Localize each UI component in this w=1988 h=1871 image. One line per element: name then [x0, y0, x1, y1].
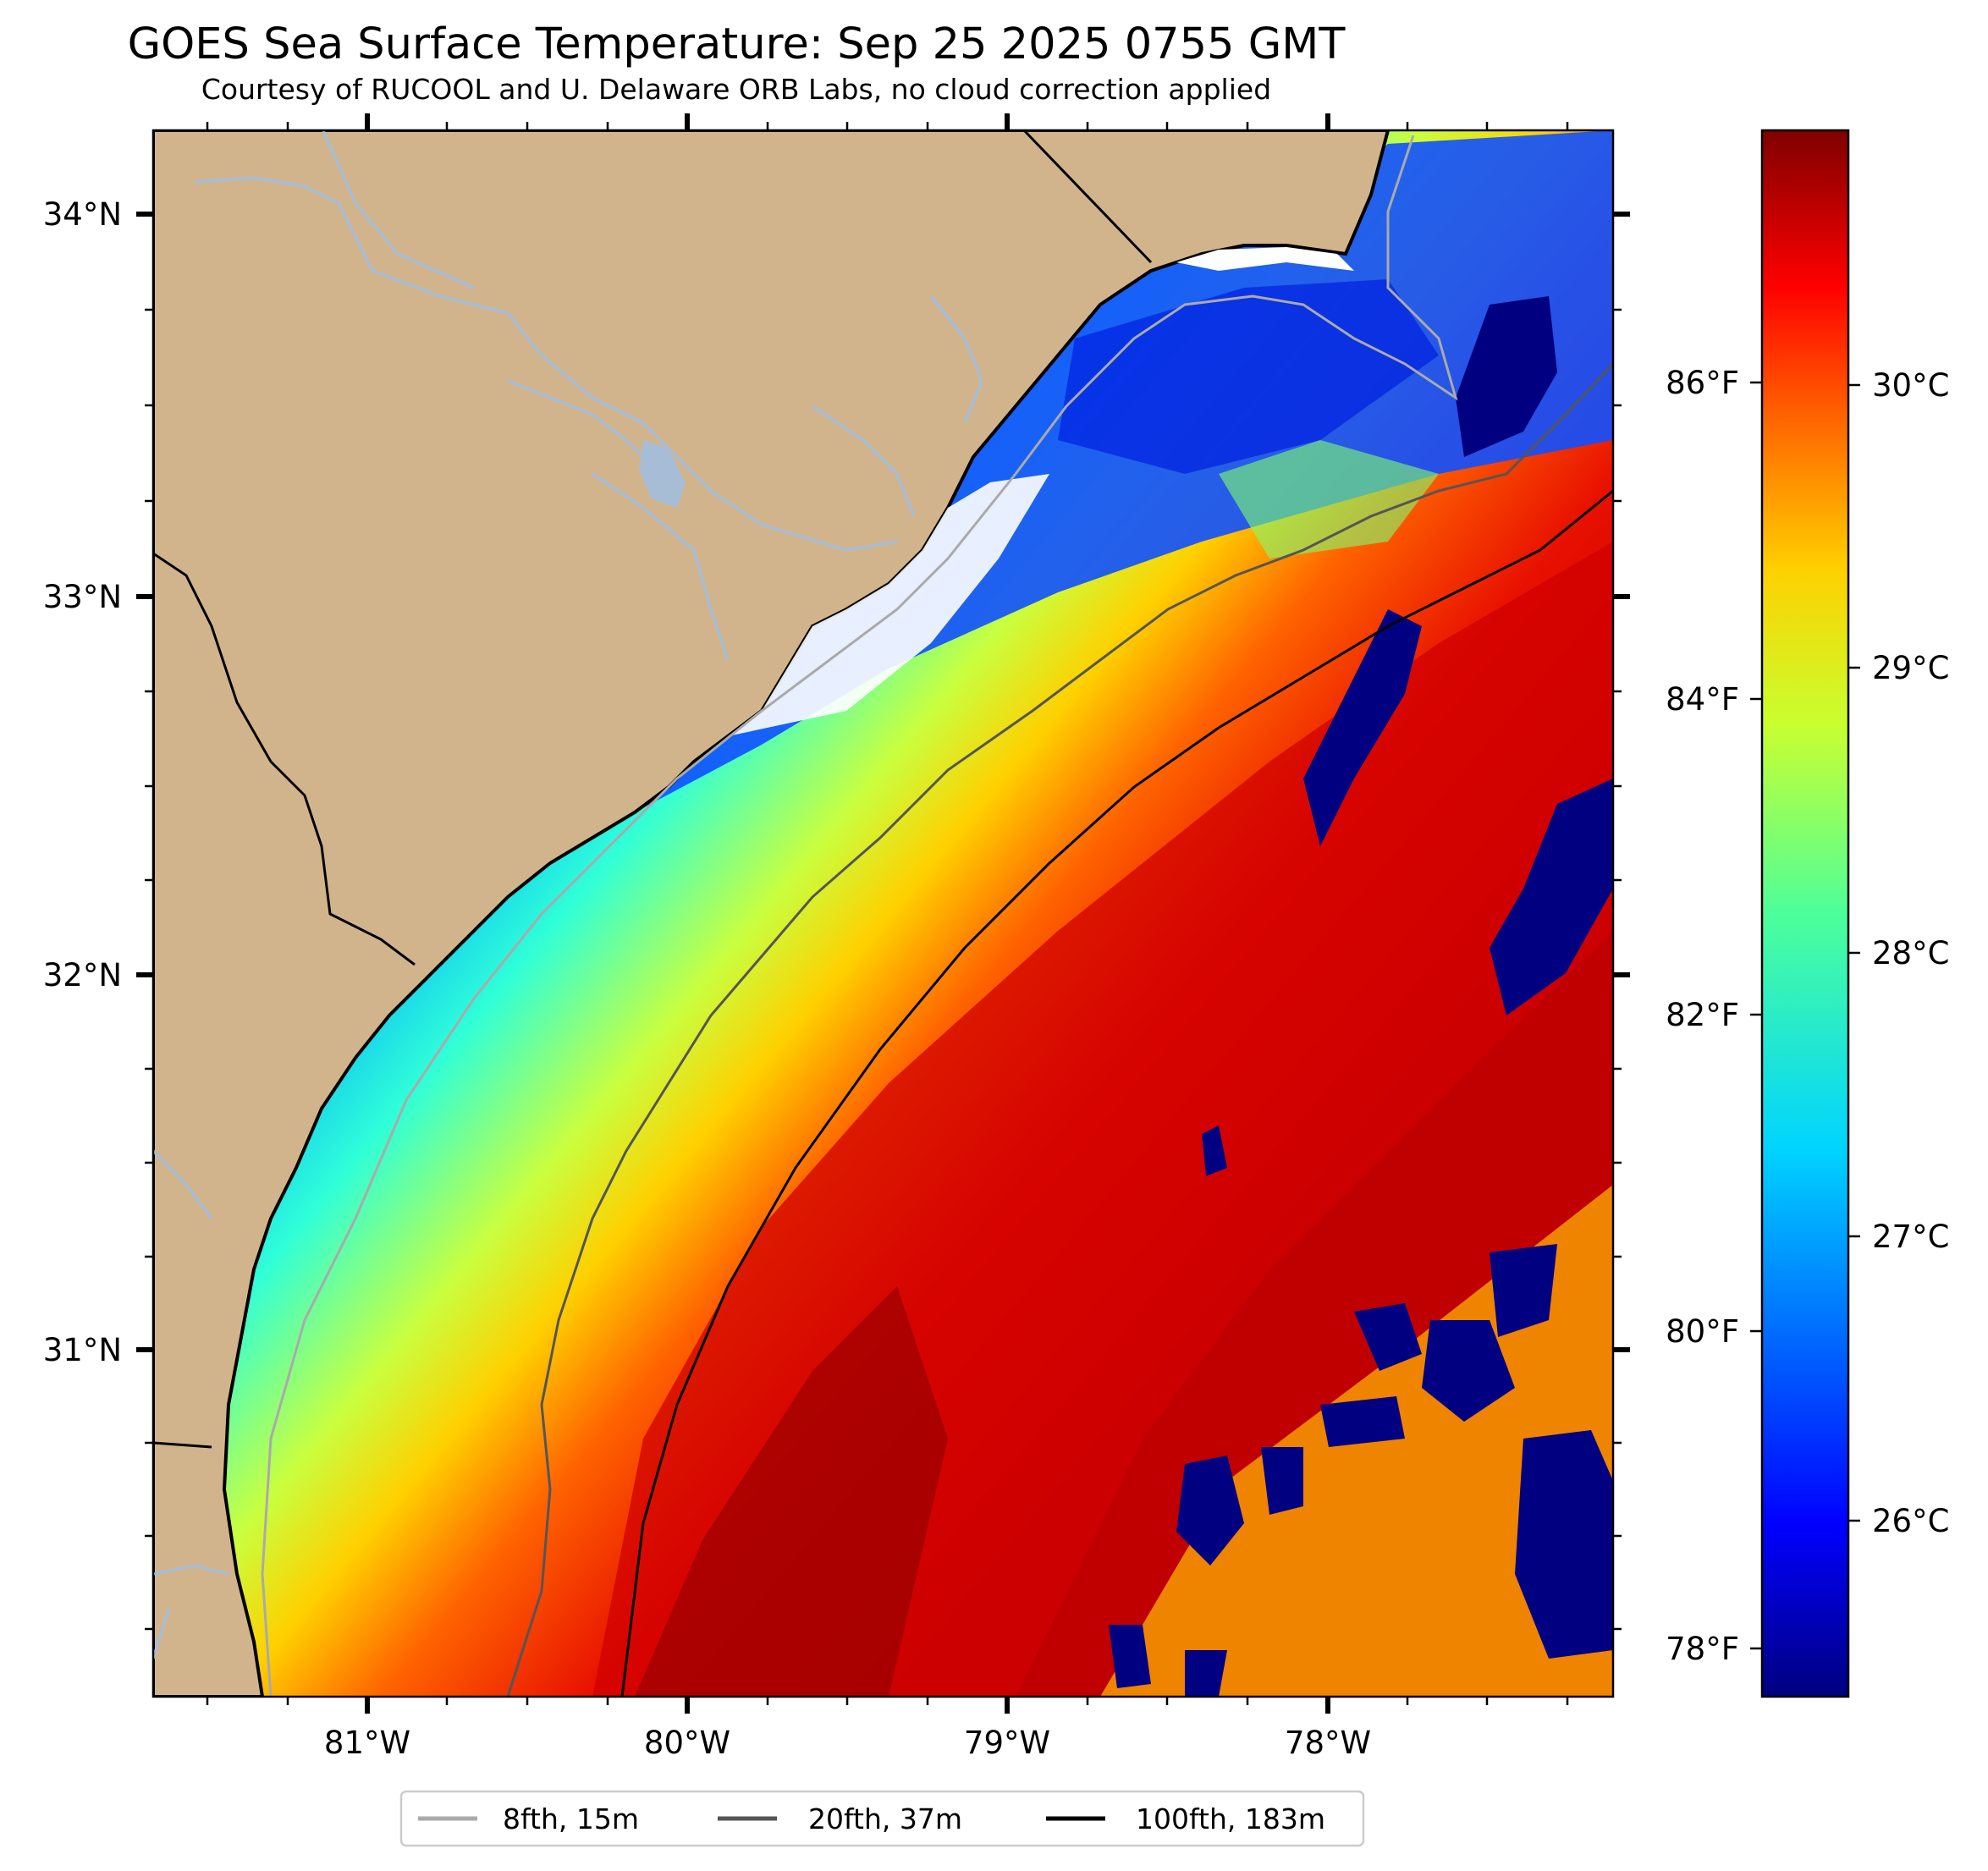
- colorbar-label-78f: 78°F: [1666, 1631, 1739, 1667]
- lat-label-33n: 33°N: [43, 579, 122, 615]
- legend-label-8fth: 8fth, 15m: [503, 1802, 639, 1835]
- lon-label-79w: 79°W: [964, 1725, 1050, 1761]
- colorbar-label-86f: 86°F: [1666, 365, 1739, 401]
- coastal-gap-north: [1176, 247, 1354, 271]
- colorbar-label-82f: 82°F: [1666, 997, 1739, 1033]
- colorbar-label-28c: 28°C: [1872, 935, 1949, 971]
- colorbar-label-26c: 26°C: [1872, 1503, 1949, 1539]
- chart-subtitle: Courtesy of RUCOOL and U. Delaware ORB L…: [201, 73, 1272, 106]
- legend-label-20fth: 20fth, 37m: [808, 1802, 962, 1835]
- green-water-patch: [1219, 440, 1439, 559]
- colorbar-label-27c: 27°C: [1872, 1219, 1949, 1255]
- hot-patch: [635, 1286, 948, 1697]
- isobath-8fth: [261, 135, 1458, 1697]
- isobath-legend: [399, 1790, 1365, 1847]
- colorbar-label-29c: 29°C: [1872, 650, 1949, 686]
- colorbar-label-84f: 84°F: [1666, 681, 1739, 718]
- coastal-gap: [728, 474, 1049, 736]
- cloud-mask-patches: [1109, 296, 1613, 1697]
- lon-label-80w: 80°W: [644, 1725, 730, 1761]
- state-borders: [153, 130, 1153, 1449]
- colorbar-label-80f: 80°F: [1666, 1313, 1739, 1350]
- lat-label-34n: 34°N: [43, 196, 122, 233]
- map-area: [153, 130, 1613, 1697]
- legend-label-100fth: 100fth, 183m: [1136, 1802, 1325, 1835]
- lon-label-78w: 78°W: [1285, 1725, 1371, 1761]
- colorbar-ticks: [1750, 381, 1860, 1650]
- rivers: [153, 130, 983, 1659]
- isobath-20fth: [506, 362, 1613, 1697]
- lon-label-81w: 81°W: [324, 1725, 410, 1761]
- lake: [639, 440, 686, 508]
- colorbar-label-30c: 30°C: [1872, 367, 1949, 404]
- lat-label-32n: 32°N: [43, 957, 122, 993]
- map-ticks: [136, 113, 1630, 1714]
- lat-label-31n: 31°N: [43, 1332, 122, 1368]
- map-frame: [151, 129, 1615, 1698]
- chart-title: GOES Sea Surface Temperature: Sep 25 202…: [127, 19, 1346, 69]
- colorbar: [1760, 129, 1850, 1698]
- isobath-100fth: [620, 489, 1613, 1697]
- cool-water-core: [1058, 279, 1439, 474]
